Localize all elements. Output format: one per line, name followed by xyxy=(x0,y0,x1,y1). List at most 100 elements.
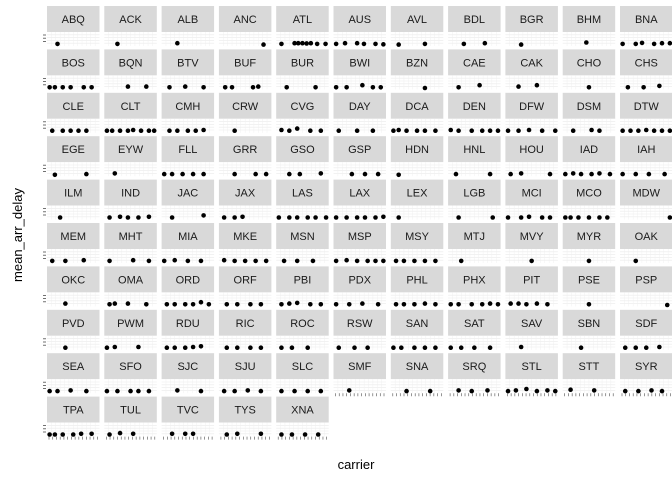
data-point xyxy=(232,171,237,177)
facet-strip xyxy=(448,353,501,380)
data-point xyxy=(253,171,258,177)
facet-strip xyxy=(161,136,215,163)
data-point xyxy=(224,345,230,351)
data-point xyxy=(518,215,524,220)
data-point xyxy=(125,301,131,306)
data-point xyxy=(234,431,240,437)
data-point xyxy=(47,388,52,394)
facet-label: ATL xyxy=(293,14,312,26)
facet-panel: RSW xyxy=(333,309,386,351)
data-point xyxy=(396,42,401,47)
data-point xyxy=(68,85,73,90)
facet-strip xyxy=(390,136,444,163)
facet-panel: ACK xyxy=(104,6,157,47)
data-point xyxy=(107,215,112,220)
data-point xyxy=(107,258,112,264)
facet-label: HOU xyxy=(519,144,544,156)
data-point xyxy=(182,345,188,351)
facet-strip xyxy=(104,179,157,206)
facet-panel: BNA xyxy=(620,6,672,47)
data-point xyxy=(482,40,488,46)
facet-label: DEN xyxy=(463,101,486,113)
facet-strip xyxy=(218,49,272,76)
data-point xyxy=(161,171,167,177)
facet-label: MCI xyxy=(522,188,542,200)
data-point xyxy=(289,345,295,351)
data-point xyxy=(107,432,112,437)
data-point xyxy=(229,85,235,90)
data-point xyxy=(354,258,360,264)
data-point xyxy=(365,345,370,351)
data-point xyxy=(336,128,342,133)
data-point xyxy=(667,215,672,220)
facet-panel: DCA xyxy=(390,92,444,133)
data-point xyxy=(346,302,352,307)
data-point xyxy=(545,388,550,393)
data-point xyxy=(333,85,339,90)
data-point xyxy=(586,85,592,90)
facet-label: DFW xyxy=(519,101,545,113)
data-point xyxy=(456,302,461,307)
data-point xyxy=(130,257,136,263)
data-point xyxy=(104,388,110,394)
data-point xyxy=(568,215,573,220)
data-point xyxy=(198,388,204,394)
facet-label: CAK xyxy=(520,57,543,69)
data-point xyxy=(281,258,287,264)
facet-panel: SDF xyxy=(620,309,672,351)
facet-label: ACK xyxy=(119,14,142,26)
data-point xyxy=(516,84,521,89)
data-point xyxy=(516,128,521,133)
facet-strip xyxy=(333,309,386,336)
data-point xyxy=(198,299,204,305)
facet-panel: IND xyxy=(104,179,157,220)
data-point xyxy=(487,171,493,177)
facet-panel: OAK xyxy=(620,223,672,264)
facet-label: STL xyxy=(522,361,542,373)
data-point xyxy=(52,172,58,178)
facet-label: DSM xyxy=(577,101,601,113)
facet-panel: OKC xyxy=(43,266,100,307)
data-point xyxy=(115,41,120,47)
facet-strip xyxy=(333,179,386,206)
data-point xyxy=(250,85,256,90)
data-point xyxy=(354,215,360,220)
data-point xyxy=(396,172,401,178)
facet-strip xyxy=(47,266,100,293)
facet-strip xyxy=(47,396,100,423)
data-point xyxy=(662,171,667,177)
facet-label: GSP xyxy=(348,144,371,156)
facet-panel: BGR xyxy=(505,6,558,47)
facet-panel: MSP xyxy=(333,223,386,264)
facet-panel: TUL xyxy=(104,396,157,440)
data-point xyxy=(261,42,266,47)
data-point xyxy=(620,171,625,177)
facet-label: CAE xyxy=(463,57,486,69)
facet-strip xyxy=(620,6,672,32)
data-point xyxy=(636,128,641,133)
data-point xyxy=(448,345,454,351)
data-point xyxy=(412,302,417,307)
facet-panel: SJU xyxy=(218,353,272,394)
data-point xyxy=(172,302,178,307)
data-point xyxy=(505,215,511,220)
facet-panel: MCO xyxy=(562,179,616,220)
data-point xyxy=(136,344,141,350)
data-point xyxy=(433,302,438,307)
data-point xyxy=(240,214,245,220)
data-point xyxy=(169,171,175,177)
facet-panel: MCI xyxy=(505,179,558,220)
data-point xyxy=(136,388,141,394)
facet-panel: PDX xyxy=(333,266,386,307)
data-point xyxy=(287,215,292,220)
facet-label: BDL xyxy=(464,14,485,26)
data-point xyxy=(109,128,115,133)
facet-label: MCO xyxy=(576,188,602,200)
data-point xyxy=(649,388,654,393)
facet-strip xyxy=(218,179,272,206)
data-point xyxy=(448,302,454,307)
facet-label: IAD xyxy=(580,144,598,156)
data-point xyxy=(346,388,352,393)
data-point xyxy=(563,215,568,220)
facet-strip xyxy=(620,136,672,163)
